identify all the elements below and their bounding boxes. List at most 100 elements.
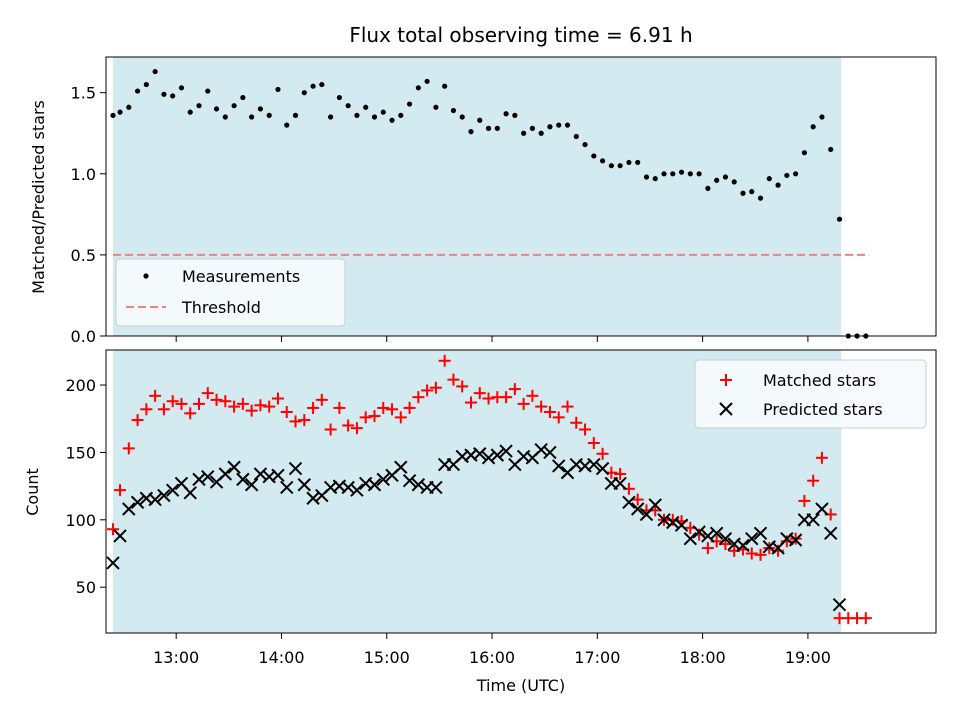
matched-star-point: [157, 403, 170, 416]
measurement-point: [547, 124, 553, 130]
predicted-star-point: [718, 531, 733, 546]
ratio-legend: Measurements Threshold: [115, 258, 346, 327]
threshold-legend-label: Threshold: [181, 298, 261, 317]
predicted-star-point: [692, 525, 706, 539]
measurement-point: [608, 163, 614, 169]
matched-star-point: [271, 392, 284, 405]
matched-star-point: [587, 436, 600, 449]
predicted-star-point: [402, 474, 417, 488]
measurement-point: [266, 112, 272, 118]
matched-star-point: [377, 401, 390, 414]
matched-star-point: [500, 391, 513, 404]
measurement-point: [503, 111, 509, 117]
counts-y-tick-label: 150: [65, 443, 96, 462]
measurement-point: [749, 189, 755, 195]
measurement-point: [836, 216, 843, 222]
measurement-point: [705, 185, 711, 191]
measurement-point: [424, 78, 430, 84]
matched-star-point: [815, 451, 828, 464]
matched-star-point: [193, 397, 206, 410]
predicted-star-point: [350, 483, 364, 497]
predicted-star-point: [587, 457, 601, 472]
matched-star-point: [508, 383, 521, 396]
matched-star-point: [754, 548, 767, 561]
measurement-point: [170, 93, 176, 99]
predicted-star-point: [736, 538, 750, 553]
x-tick-label: 13:00: [153, 648, 199, 667]
predicted-star-point: [745, 531, 759, 546]
predicted-star-point: [595, 461, 610, 476]
predicted-star-point: [244, 478, 259, 492]
matched-star-point: [140, 403, 153, 416]
matched-star-point: [107, 523, 120, 536]
predicted-star-point: [630, 502, 645, 516]
matched-star-point: [210, 393, 223, 406]
measurement-point: [231, 103, 237, 109]
measurement-point: [617, 163, 623, 169]
matched-star-point: [350, 422, 363, 435]
measurement-point: [801, 150, 807, 156]
counts-y-tick-label: 100: [65, 511, 96, 530]
matched-star-point: [412, 391, 425, 404]
matched-star-point: [149, 389, 162, 402]
measurements-legend-label: Measurements: [182, 267, 300, 286]
matched-star-point: [552, 411, 565, 424]
measurement-point: [398, 112, 404, 118]
ratio-y-axis-label: Matched/Predicted stars: [29, 100, 48, 294]
predicted-star-point: [552, 459, 566, 473]
measurement-point: [319, 81, 325, 88]
counts-y-tick-label: 50: [76, 578, 96, 597]
ratio-y-tick-label: 0.0: [71, 327, 96, 346]
counts-panel: 50 100 150 200 13:00 14:00 15:00 16:00 17:00 18:…: [23, 349, 937, 695]
measurement-point: [117, 109, 123, 115]
matched-star-point: [228, 400, 241, 413]
matched-star-point: [315, 393, 328, 406]
measurement-point: [240, 94, 246, 101]
measurement-point: [494, 125, 500, 131]
measurement-point: [363, 104, 369, 110]
measurement-point: [143, 81, 149, 88]
measurement-point: [582, 141, 588, 148]
predicted-star-point: [192, 472, 206, 487]
matched-star-point: [526, 389, 539, 402]
measurement-point: [222, 114, 228, 120]
measurement-point: [161, 91, 167, 97]
measurement-point: [556, 122, 562, 128]
chart-title: Flux total observing time = 6.91 h: [349, 23, 692, 47]
ratio-y-tick-label: 1.0: [71, 165, 96, 184]
predicted-star-point: [832, 597, 847, 612]
measurement-point: [134, 88, 141, 94]
matched-star-point: [166, 395, 179, 408]
matched-star-point: [184, 407, 197, 420]
measurement-point: [380, 109, 386, 115]
predicted-star-point: [288, 461, 303, 476]
measurement-point: [406, 101, 413, 107]
ratio-panel: 0.0 0.5 1.0 1.5 Matched/Predicted stars Mea…: [29, 56, 937, 346]
measurement-point: [249, 114, 255, 120]
matched-star-point: [429, 381, 442, 394]
measurement-point: [521, 130, 527, 136]
matched-star-point: [236, 397, 249, 410]
predicted-star-point: [106, 556, 120, 570]
predicted-legend-marker: [719, 402, 733, 416]
measurement-point: [292, 112, 299, 118]
matched-star-point: [798, 494, 811, 507]
measurement-point: [187, 109, 193, 115]
predicted-star-point: [157, 488, 171, 503]
predicted-star-point: [297, 478, 311, 492]
measurement-point: [459, 114, 465, 120]
predicted-star-point: [499, 444, 513, 458]
predicted-star-point: [622, 495, 636, 509]
predicted-star-point: [148, 492, 162, 507]
matched-star-point: [543, 405, 556, 418]
predicted-star-point: [280, 480, 294, 495]
measurement-point: [573, 133, 579, 140]
predicted-star-point: [341, 480, 355, 495]
matched-legend-label: Matched stars: [763, 371, 876, 390]
measurement-point: [775, 182, 781, 188]
matched-star-point: [289, 415, 302, 428]
matched-star-point: [464, 396, 477, 409]
matched-star-point: [298, 414, 311, 427]
predicted-star-point: [534, 443, 548, 457]
